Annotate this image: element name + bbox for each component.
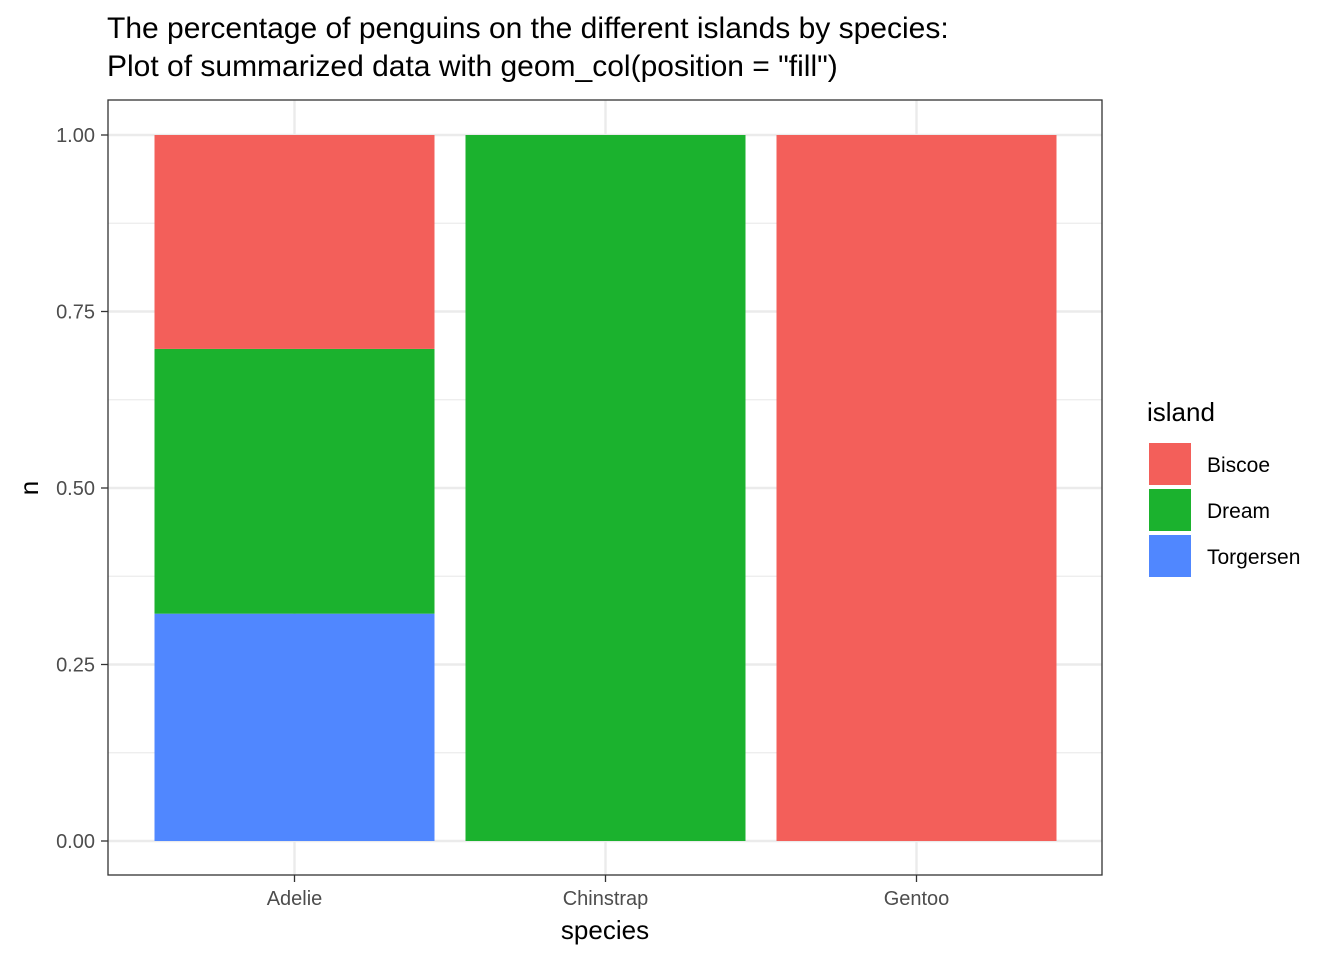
legend-label-biscoe: Biscoe [1207, 454, 1270, 477]
x-axis-title: species [561, 915, 649, 945]
x-tick-label: Gentoo [884, 888, 950, 910]
legend-key-biscoe [1149, 443, 1191, 485]
legend-title: island [1147, 397, 1215, 427]
x-tick-label: Adelie [267, 888, 323, 910]
y-tick-label: 0.25 [56, 655, 95, 677]
bar-segment-gentoo-biscoe [776, 135, 1057, 841]
legend-label-dream: Dream [1207, 500, 1270, 523]
y-tick-label: 0.50 [56, 478, 95, 500]
x-axis: Adelie Chinstrap Gentoo [267, 875, 950, 910]
y-tick-label: 1.00 [56, 125, 95, 147]
bar-segment-chinstrap-dream [465, 135, 746, 841]
y-axis-title: n [14, 481, 44, 495]
bars-group [154, 135, 1057, 841]
bar-segment-adelie-biscoe [154, 135, 435, 349]
y-axis: 0.00 0.25 0.50 0.75 1.00 [56, 125, 108, 853]
y-tick-label: 0.75 [56, 302, 95, 324]
bar-segment-adelie-torgersen [154, 613, 435, 841]
legend-label-torgersen: Torgersen [1207, 546, 1300, 569]
chart-title: The percentage of penguins on the differ… [107, 12, 949, 45]
y-tick-label: 0.00 [56, 831, 95, 853]
legend: island Biscoe Dream Torgersen [1147, 397, 1300, 577]
bar-segment-adelie-dream [154, 348, 435, 614]
chart-subtitle: Plot of summarized data with geom_col(po… [107, 50, 838, 83]
x-tick-label: Chinstrap [563, 888, 649, 910]
legend-key-dream [1149, 489, 1191, 531]
legend-key-torgersen [1149, 535, 1191, 577]
